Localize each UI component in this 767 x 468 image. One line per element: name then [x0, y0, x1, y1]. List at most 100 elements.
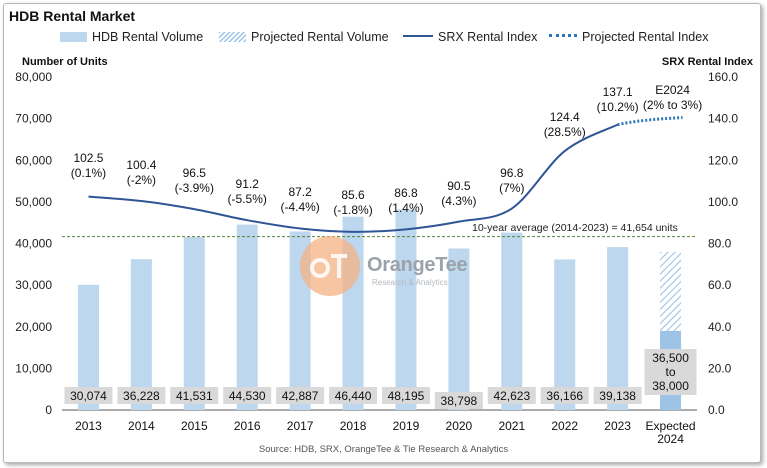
volume-label-box [170, 387, 219, 404]
srx-index-label: 100.4 [126, 158, 156, 172]
chart-frame [3, 3, 761, 463]
srx-index-label: 86.8 [394, 186, 418, 200]
volume-bar [236, 224, 258, 410]
srx-change-label: (10.2%) [597, 100, 639, 114]
legend-projected-volume-label: Projected Rental Volume [251, 30, 389, 44]
srx-change-label: (28.5%) [544, 125, 586, 139]
legend-projected-index-swatch [549, 34, 577, 37]
volume-label: 48,195 [388, 389, 425, 403]
volume-label-box [381, 387, 430, 404]
projected-volume-label: to [666, 365, 676, 379]
volume-bar [77, 284, 99, 410]
volume-label-box [593, 387, 642, 404]
projected-index-line [617, 116, 683, 127]
volume-bar [130, 259, 152, 410]
projected-volume-label: 38,000 [652, 379, 689, 393]
volume-label: 42,623 [493, 389, 530, 403]
y-left-tick-label: 80,000 [15, 70, 52, 84]
legend-volume-label: HDB Rental Volume [92, 30, 204, 44]
srx-change-label: (-3.9%) [175, 181, 214, 195]
y-right-tick-label: 60.0 [708, 278, 732, 292]
volume-label: 41,531 [176, 389, 213, 403]
srx-index-line [88, 123, 619, 233]
projected-volume-label-box [644, 349, 697, 395]
volume-label: 38,798 [441, 394, 478, 408]
y-right-tick-label: 100.0 [708, 195, 738, 209]
volume-label-box [64, 387, 113, 404]
volume-bar [395, 209, 417, 410]
average-label: 10-year average (2014-2023) = 41,654 uni… [472, 222, 678, 234]
volume-label-box [487, 387, 536, 404]
y-right-tick-label: 120.0 [708, 153, 738, 167]
source-note: Source: HDB, SRX, OrangeTee & Tie Resear… [258, 444, 509, 455]
volume-label-box [276, 387, 325, 404]
volume-bar [607, 247, 629, 410]
srx-index-label: 91.2 [236, 177, 260, 191]
volume-bar [448, 248, 470, 410]
legend-projected-index-label: Projected Rental Index [582, 30, 709, 44]
y-left-tick-label: 60,000 [15, 153, 52, 167]
x-tick-label: 2013 [75, 419, 102, 433]
y-right-tick-label: 80.0 [708, 237, 732, 251]
srx-index-label: 85.6 [341, 188, 365, 202]
y-left-tick-label: 50,000 [15, 195, 52, 209]
srx-change-label: (4.3%) [441, 194, 476, 208]
y-left-tick-label: 20,000 [15, 320, 52, 334]
chart-title: HDB Rental Market [9, 8, 136, 24]
legend-projected-volume: Projected Rental Volume [219, 30, 389, 44]
projected-index-label: E2024 [655, 83, 690, 97]
volume-label-box [434, 392, 483, 409]
volume-label-box [540, 387, 589, 404]
srx-change-label: (1.4%) [388, 201, 423, 215]
volume-label: 39,138 [599, 389, 636, 403]
srx-index-label: 87.2 [288, 185, 312, 199]
y-right-tick-label: 140.0 [708, 112, 738, 126]
volume-label-box [223, 387, 272, 404]
srx-change-label: (7%) [499, 181, 524, 195]
srx-change-label: (-1.8%) [333, 203, 372, 217]
x-tick-label: 2023 [604, 419, 631, 433]
legend-volume-swatch [60, 32, 87, 42]
srx-change-label: (0.1%) [71, 166, 106, 180]
x-tick-label: 2024 [657, 432, 684, 446]
y-left-axis-title: Number of Units [22, 56, 108, 68]
y-left-tick-label: 70,000 [15, 112, 52, 126]
y-left-tick-label: 30,000 [15, 278, 52, 292]
x-tick-label: 2020 [446, 419, 473, 433]
projected-index-range-label: (2% to 3%) [643, 98, 702, 112]
srx-index-label: 102.5 [73, 151, 103, 165]
x-tick-label: 2014 [128, 419, 155, 433]
legend-volume: HDB Rental Volume [60, 30, 203, 44]
y-left-tick-label: 0 [45, 403, 52, 417]
legend-index-swatch [403, 35, 433, 37]
projected-volume-label: 36,500 [652, 351, 689, 365]
legend-projected-volume-swatch [219, 32, 246, 42]
y-right-tick-label: 0.0 [708, 403, 725, 417]
srx-index-label: 96.8 [500, 166, 524, 180]
orangetee-logo-icon [300, 236, 360, 296]
volume-label: 42,887 [282, 389, 319, 403]
volume-label: 44,530 [229, 389, 266, 403]
x-tick-label: 2022 [551, 419, 578, 433]
srx-index-label: 90.5 [447, 179, 471, 193]
volume-label-box [329, 387, 378, 404]
watermark-name: OrangeTee [367, 254, 468, 276]
y-right-axis-title: SRX Rental Index [661, 56, 753, 68]
x-tick-label: 2019 [393, 419, 420, 433]
srx-change-label: (-2%) [127, 173, 156, 187]
volume-label: 36,228 [123, 389, 160, 403]
volume-label: 36,166 [546, 389, 583, 403]
x-tick-label: 2021 [498, 419, 525, 433]
y-left-tick-label: 10,000 [15, 361, 52, 375]
y-left-tick-label: 40,000 [15, 237, 52, 251]
x-tick-label: 2018 [340, 419, 367, 433]
x-tick-label: 2017 [287, 419, 314, 433]
y-right-tick-label: 160.0 [708, 70, 738, 84]
volume-bar [501, 232, 523, 410]
x-tick-label: 2015 [181, 419, 208, 433]
y-right-tick-label: 20.0 [708, 361, 732, 375]
srx-index-label: 124.4 [550, 110, 580, 124]
volume-bar [554, 259, 576, 410]
volume-label: 30,074 [70, 389, 107, 403]
